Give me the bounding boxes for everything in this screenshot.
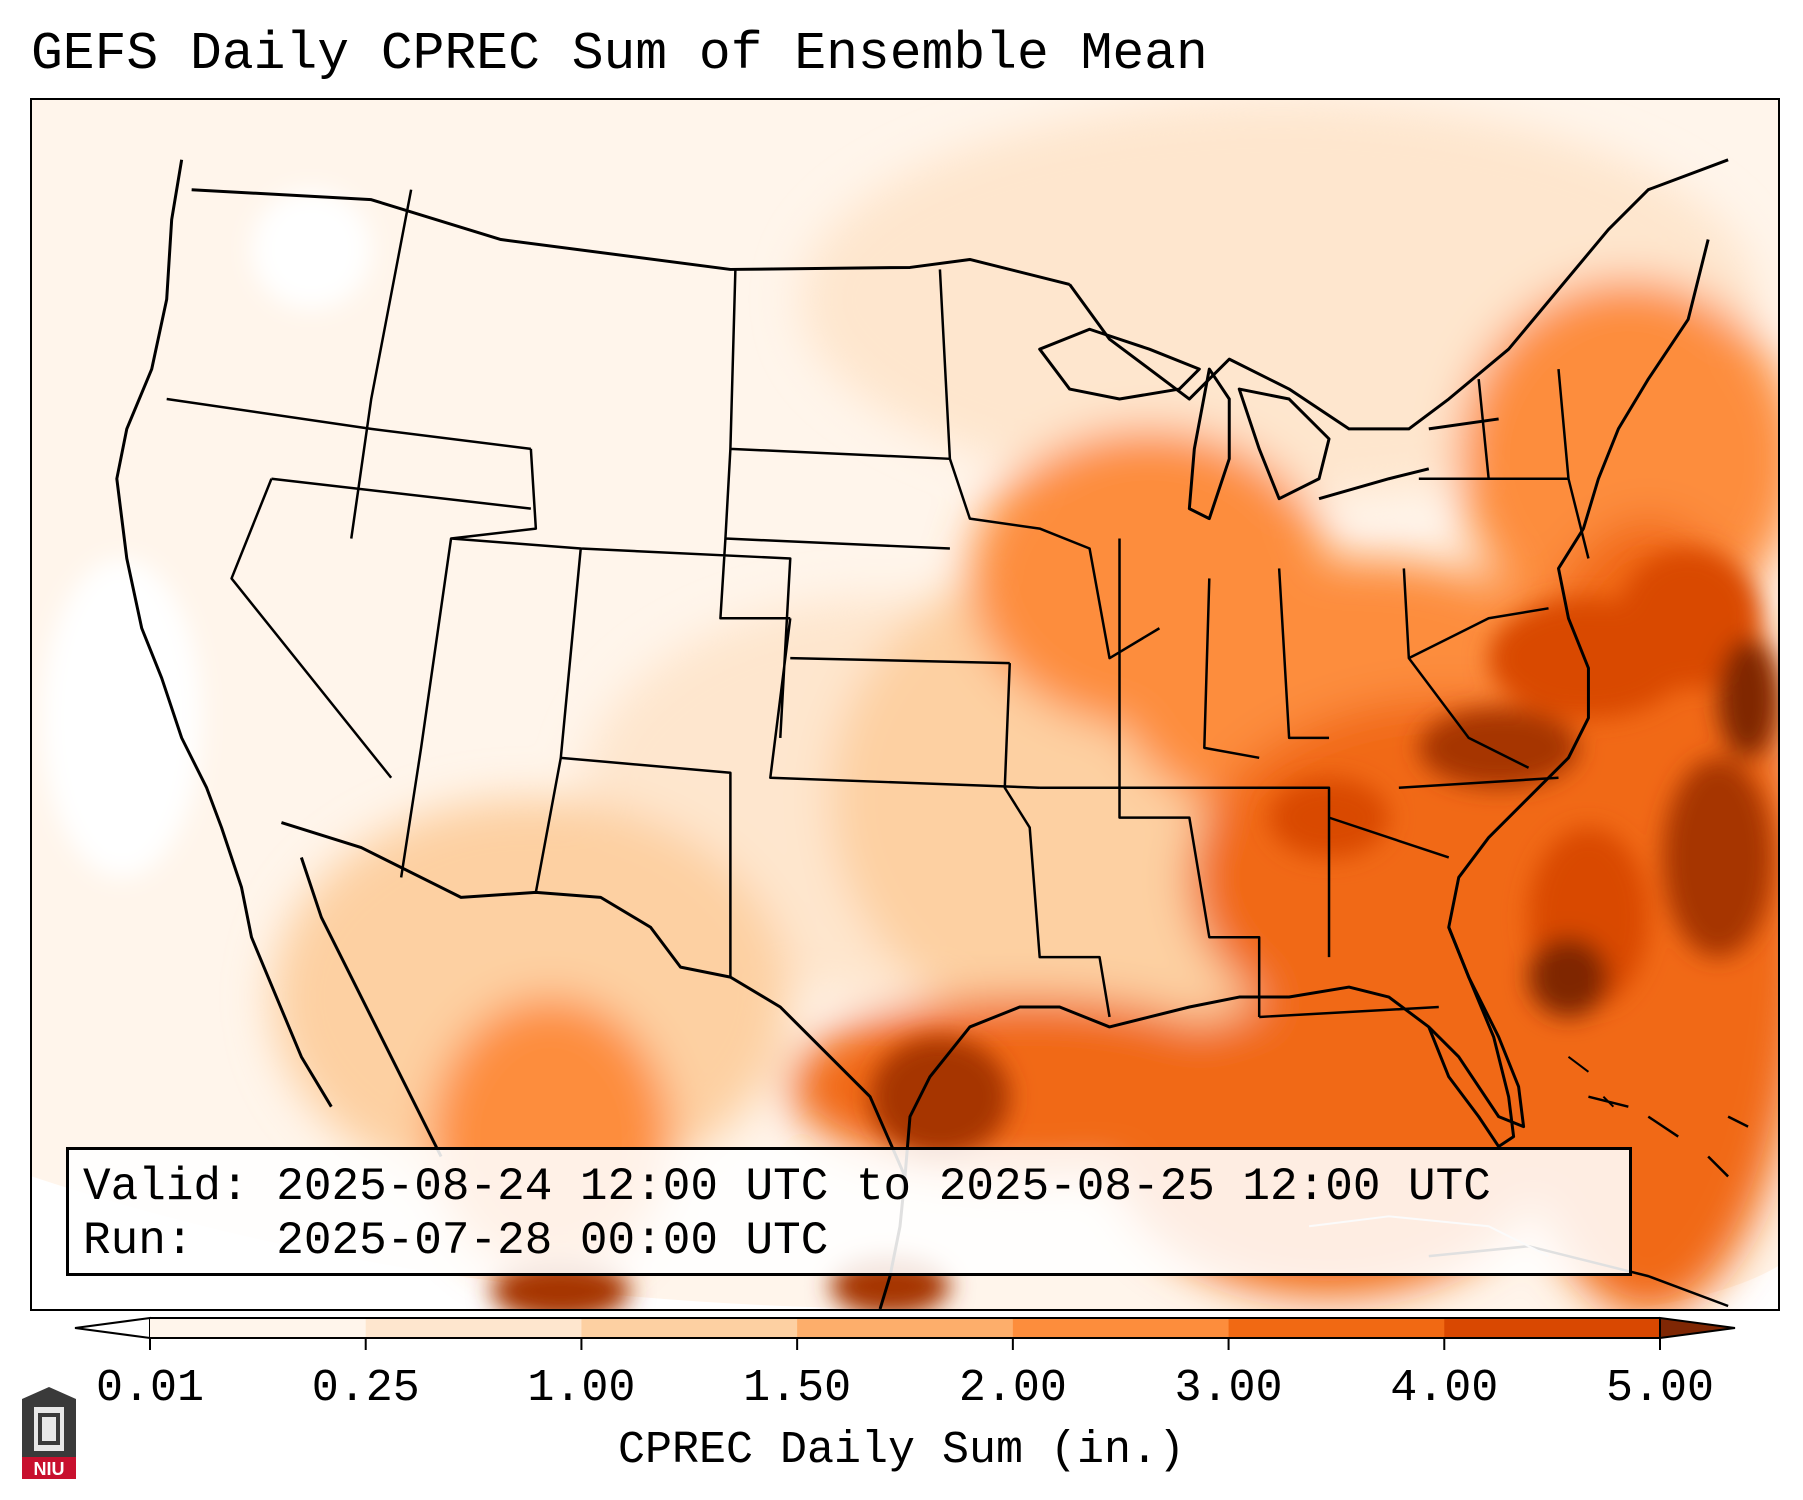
colorbar-segment xyxy=(581,1318,798,1338)
colorbar-over-extension xyxy=(1659,1316,1736,1340)
plot-title: GEFS Daily CPREC Sum of Ensemble Mean xyxy=(31,24,1208,84)
great-lakes-border xyxy=(1068,158,1729,431)
dry-region xyxy=(251,189,372,310)
run-time: 2025-07-28 00:00 UTC xyxy=(276,1215,829,1267)
precip-core xyxy=(1418,707,1579,788)
precip-core xyxy=(1618,548,1759,689)
colorbar-segment xyxy=(150,1318,367,1338)
colorbar-outline xyxy=(150,1317,1660,1339)
logo-tower-window xyxy=(42,1417,56,1441)
colorbar-segment xyxy=(1228,1318,1445,1338)
west-coastline xyxy=(115,159,333,1108)
east-coastline xyxy=(903,239,1710,1177)
colorbar-tick-label: 5.00 xyxy=(1605,1363,1715,1414)
precip-core xyxy=(1528,937,1609,1017)
logo-banner xyxy=(22,1457,76,1479)
logo-text: NIU xyxy=(34,1459,65,1479)
map-panel xyxy=(30,98,1780,1311)
colorbar-tick-label: 1.50 xyxy=(743,1363,852,1414)
valid-run-info-box: Valid: 2025-08-24 12:00 UTC to 2025-08-2… xyxy=(66,1147,1632,1276)
colorbar-tick-label: 2.00 xyxy=(958,1363,1067,1414)
dry-region xyxy=(41,558,202,878)
colorbar-segment xyxy=(1444,1318,1661,1338)
colorbar-segment xyxy=(365,1318,582,1338)
canada-us-border xyxy=(191,188,1070,286)
precip-core xyxy=(870,1036,1010,1157)
run-label: Run: xyxy=(83,1215,194,1267)
lake-michigan xyxy=(1187,367,1231,521)
bermuda-area xyxy=(1567,1056,1615,1108)
colorbar-segment xyxy=(797,1318,1014,1338)
domain-edge-lower-right xyxy=(1628,1266,1778,1309)
lake-huron xyxy=(1237,387,1331,501)
precip-field xyxy=(32,100,1778,1309)
lake-superior xyxy=(1038,327,1201,401)
baja-california xyxy=(299,857,443,1158)
colorbar-tick-label: 1.00 xyxy=(527,1363,636,1414)
colorbar-segment xyxy=(1012,1318,1230,1338)
colorbar-tick-label: 4.00 xyxy=(1390,1363,1499,1414)
florida-outline xyxy=(1427,926,1516,1149)
colorbar-tick-label: 3.00 xyxy=(1174,1363,1283,1414)
colorbar-label: CPREC Daily Sum (in.) xyxy=(617,1425,1186,1476)
us-mexico-border xyxy=(280,821,907,1178)
valid-label: Valid: xyxy=(83,1161,249,1213)
colorbar-tick-label: 0.25 xyxy=(311,1363,420,1414)
lake-erie-ontario xyxy=(1318,417,1499,501)
colorbar-tick-label: 0.01 xyxy=(95,1363,205,1414)
state-lines xyxy=(166,189,1590,1019)
precip-core xyxy=(1663,757,1774,958)
valid-time-range: 2025-08-24 12:00 UTC to 2025-08-25 12:00… xyxy=(276,1161,1491,1213)
colorbar-under-extension xyxy=(74,1316,151,1340)
precip-core xyxy=(1718,638,1778,758)
precip-map xyxy=(32,100,1778,1309)
niu-logo: NIU xyxy=(22,1387,76,1479)
